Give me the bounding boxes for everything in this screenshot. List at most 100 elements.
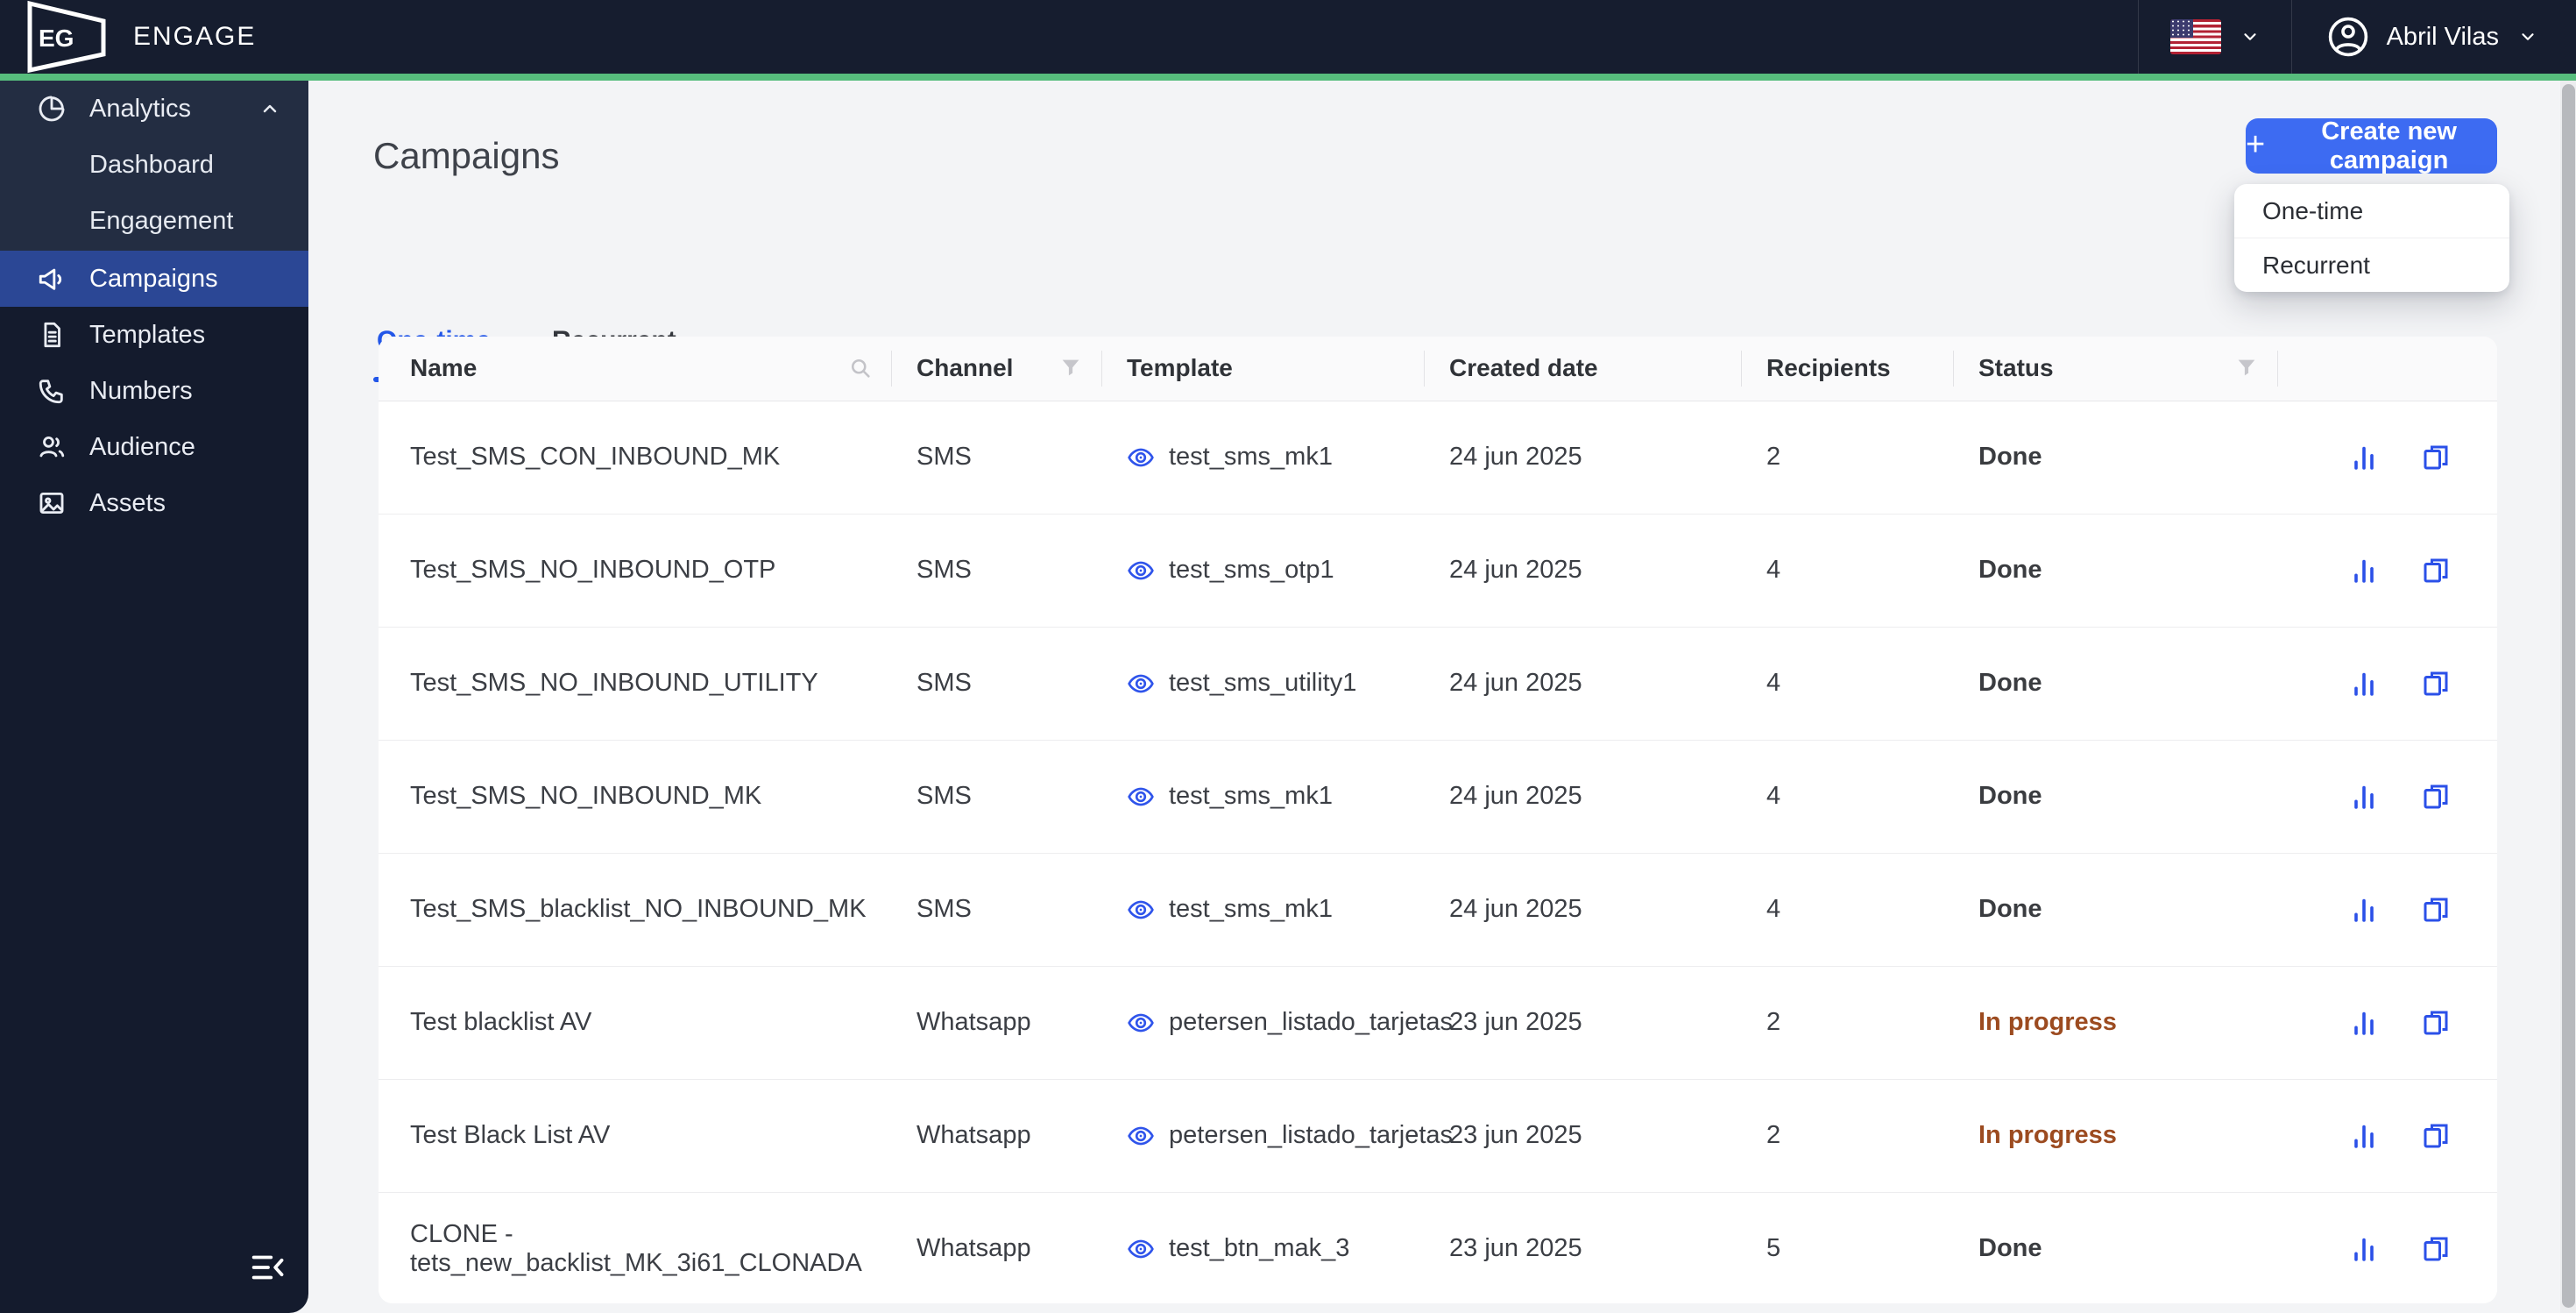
scrollbar[interactable] xyxy=(2560,81,2576,1313)
sidebar-item-engagement[interactable]: Engagement xyxy=(89,206,234,235)
table-header-row: Name Channel Template Created date Recip… xyxy=(379,337,2497,401)
campaign-stats-button[interactable] xyxy=(2348,1233,2380,1265)
campaign-clone-button[interactable] xyxy=(2420,781,2452,813)
campaign-actions xyxy=(2278,966,2497,1080)
brand-name: ENGAGE xyxy=(133,22,257,51)
preview-eye-icon[interactable] xyxy=(1127,896,1155,924)
sidebar-item-dashboard[interactable]: Dashboard xyxy=(89,150,214,179)
preview-eye-icon[interactable] xyxy=(1127,670,1155,698)
brand: EG ENGAGE xyxy=(0,0,256,74)
campaign-clone-button[interactable] xyxy=(2420,555,2452,586)
campaign-stats-button[interactable] xyxy=(2348,781,2380,813)
scrollbar-thumb[interactable] xyxy=(2562,84,2575,1308)
campaign-name: Test blacklist AV xyxy=(379,966,892,1080)
campaign-status: Done xyxy=(1954,514,2278,628)
top-bar-right: Abril Vilas xyxy=(2137,0,2576,74)
table-row[interactable]: Test_SMS_NO_INBOUND_MK SMS test_sms_mk1 … xyxy=(379,740,2497,854)
bar-chart-icon xyxy=(2354,1238,2374,1261)
campaign-recipients: 2 xyxy=(1742,966,1954,1080)
column-header-recipients: Recipients xyxy=(1742,337,1954,401)
campaign-template: test_btn_mak_3 xyxy=(1102,1192,1425,1303)
filter-icon[interactable] xyxy=(2234,356,2259,380)
campaign-name: Test_SMS_NO_INBOUND_OTP xyxy=(379,514,892,628)
campaign-actions xyxy=(2278,401,2497,515)
campaign-created-date: 23 jun 2025 xyxy=(1425,966,1742,1080)
table-row[interactable]: Test_SMS_blacklist_NO_INBOUND_MK SMS tes… xyxy=(379,853,2497,967)
create-new-campaign-button[interactable]: + Create new campaign xyxy=(2246,117,2497,174)
sidebar-item-analytics[interactable]: Analytics xyxy=(0,81,308,137)
campaign-stats-button[interactable] xyxy=(2348,442,2380,473)
campaign-actions xyxy=(2278,853,2497,967)
sidebar-item-assets[interactable]: Assets xyxy=(0,475,308,531)
campaign-name: Test_SMS_CON_INBOUND_MK xyxy=(379,401,892,515)
sidebar-item-campaigns[interactable]: Campaigns xyxy=(0,251,308,307)
preview-eye-icon[interactable] xyxy=(1127,1235,1155,1263)
preview-eye-icon[interactable] xyxy=(1127,783,1155,811)
campaign-stats-button[interactable] xyxy=(2348,894,2380,926)
column-header-channel: Channel xyxy=(892,337,1102,401)
table-row[interactable]: Test blacklist AV Whatsapp petersen_list… xyxy=(379,966,2497,1080)
campaign-channel: SMS xyxy=(892,853,1102,967)
sidebar-item-label: Templates xyxy=(89,320,206,349)
campaign-stats-button[interactable] xyxy=(2348,555,2380,586)
dropdown-item-one-time[interactable]: One-time xyxy=(2262,196,2364,224)
campaign-stats-button[interactable] xyxy=(2348,1007,2380,1039)
user-menu[interactable]: Abril Vilas xyxy=(2290,0,2576,74)
campaigns-table-card: Name Channel Template Created date Recip… xyxy=(379,337,2497,1303)
pie-chart-icon xyxy=(39,96,65,122)
table-row[interactable]: Test_SMS_CON_INBOUND_MK SMS test_sms_mk1… xyxy=(379,401,2497,515)
campaign-channel: Whatsapp xyxy=(892,966,1102,1080)
campaign-status: Done xyxy=(1954,740,2278,854)
campaign-recipients: 4 xyxy=(1742,853,1954,967)
engage-logo-icon: EG xyxy=(27,0,106,74)
sidebar-collapse-icon[interactable] xyxy=(251,1252,286,1283)
campaign-clone-button[interactable] xyxy=(2420,668,2452,699)
column-header-name: Name xyxy=(379,337,892,401)
dropdown-item-recurrent[interactable]: Recurrent xyxy=(2262,251,2370,279)
people-icon xyxy=(39,436,65,458)
campaign-created-date: 23 jun 2025 xyxy=(1425,1192,1742,1303)
campaign-clone-button[interactable] xyxy=(2420,1007,2452,1039)
table-row[interactable]: Test_SMS_NO_INBOUND_UTILITY SMS test_sms… xyxy=(379,627,2497,741)
campaign-clone-button[interactable] xyxy=(2420,894,2452,926)
sidebar-item-audience[interactable]: Audience xyxy=(0,419,308,475)
copy-icon xyxy=(2424,1237,2448,1261)
copy-icon xyxy=(2424,1011,2448,1034)
campaign-recipients: 2 xyxy=(1742,1079,1954,1193)
language-selector[interactable] xyxy=(2137,0,2291,74)
sidebar-item-numbers[interactable]: Numbers xyxy=(0,363,308,419)
chevron-down-icon xyxy=(2522,33,2534,40)
table-row[interactable]: Test Black List AV Whatsapp petersen_lis… xyxy=(379,1079,2497,1193)
campaign-created-date: 24 jun 2025 xyxy=(1425,853,1742,967)
table-row[interactable]: Test_SMS_NO_INBOUND_OTP SMS test_sms_otp… xyxy=(379,514,2497,628)
preview-eye-icon[interactable] xyxy=(1127,557,1155,585)
preview-eye-icon[interactable] xyxy=(1127,444,1155,472)
copy-icon xyxy=(2424,1124,2448,1147)
preview-eye-icon[interactable] xyxy=(1127,1122,1155,1150)
sidebar-item-templates[interactable]: Templates xyxy=(0,307,308,363)
campaign-name: Test_SMS_NO_INBOUND_MK xyxy=(379,740,892,854)
bar-chart-icon xyxy=(2354,785,2374,809)
document-icon xyxy=(44,322,60,348)
campaign-status: In progress xyxy=(1954,966,2278,1080)
preview-eye-icon[interactable] xyxy=(1127,1009,1155,1037)
sidebar-group-analytics: Analytics Dashboard Engagement xyxy=(0,81,308,251)
campaign-clone-button[interactable] xyxy=(2420,1120,2452,1152)
campaign-clone-button[interactable] xyxy=(2420,1233,2452,1265)
copy-icon xyxy=(2424,784,2448,808)
filter-icon[interactable] xyxy=(1058,356,1083,380)
copy-icon xyxy=(2424,445,2448,469)
column-header-created-date: Created date xyxy=(1425,337,1742,401)
campaign-created-date: 24 jun 2025 xyxy=(1425,514,1742,628)
main-content: Campaigns + Create new campaign One-time… xyxy=(308,81,2576,1313)
campaign-stats-button[interactable] xyxy=(2348,1120,2380,1152)
campaign-channel: SMS xyxy=(892,740,1102,854)
campaign-stats-button[interactable] xyxy=(2348,668,2380,699)
campaign-recipients: 5 xyxy=(1742,1192,1954,1303)
campaign-clone-button[interactable] xyxy=(2420,442,2452,473)
create-campaign-dropdown: One-time Recurrent xyxy=(2234,184,2509,292)
megaphone-icon xyxy=(39,268,62,290)
search-icon[interactable] xyxy=(848,356,873,380)
campaign-template: test_sms_mk1 xyxy=(1102,740,1425,854)
table-row[interactable]: CLONE - tets_new_backlist_MK_3i61_CLONAD… xyxy=(379,1192,2497,1303)
